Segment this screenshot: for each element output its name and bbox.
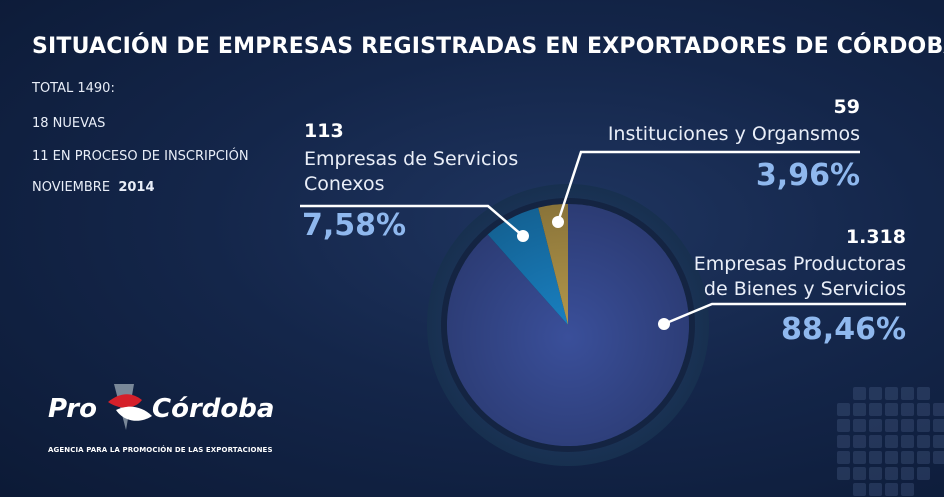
- total-text: TOTAL 1490:: [32, 81, 115, 96]
- leader-dot-instituciones: [552, 216, 564, 228]
- leader-line-servicios: [300, 204, 524, 237]
- nuevas-text: 18 NUEVAS: [32, 116, 106, 131]
- servicios-percent: 7,58%: [302, 208, 407, 243]
- instituciones-count: 59: [833, 96, 860, 118]
- pie-shade: [447, 204, 689, 446]
- leader-dot-productoras: [658, 318, 670, 330]
- instituciones-percent: 3,96%: [755, 158, 860, 193]
- instituciones-label: Instituciones y Organsmos: [607, 123, 860, 145]
- leader-dot-servicios: [517, 230, 529, 242]
- productoras-label-1: Empresas Productoras: [693, 253, 906, 275]
- servicios-label-1: Empresas de Servicios: [304, 148, 519, 170]
- fecha-mes: NOVIEMBRE: [32, 180, 111, 195]
- logo-text-cordoba: Córdoba: [152, 394, 275, 424]
- servicios-label-2: Conexos: [304, 173, 385, 195]
- productoras-percent: 88,46%: [781, 312, 906, 347]
- productoras-label-2: de Bienes y Servicios: [703, 278, 906, 300]
- chart-title: SITUACIÓN DE EMPRESAS REGISTRADAS EN EXP…: [32, 34, 944, 59]
- leader-line-productoras: [663, 302, 906, 326]
- productoras-count: 1.318: [845, 226, 906, 248]
- leader-line-instituciones: [556, 150, 860, 223]
- globe-decoration-icon: [837, 387, 944, 496]
- logo-tagline: AGENCIA PARA LA PROMOCIÓN DE LAS EXPORTA…: [48, 446, 273, 454]
- proceso-text: 11 EN PROCESO DE INSCRIPCIÓN: [32, 149, 249, 164]
- fecha-anio: 2014: [118, 180, 155, 195]
- fecha-text: NOVIEMBRE 2014: [32, 180, 155, 195]
- logo-text-pro: Pro: [48, 394, 97, 424]
- servicios-count: 113: [304, 120, 344, 142]
- logo-mark-icon: [108, 384, 152, 430]
